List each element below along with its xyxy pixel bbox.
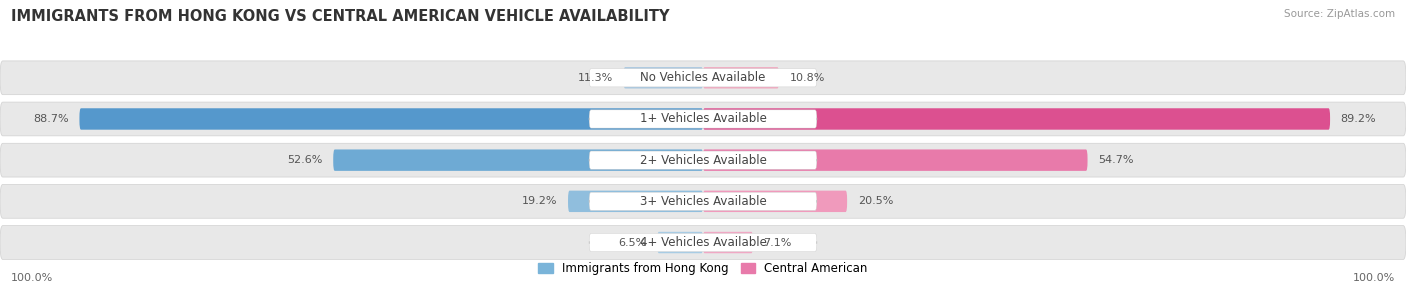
Text: 88.7%: 88.7% [34,114,69,124]
FancyBboxPatch shape [703,232,754,253]
Text: No Vehicles Available: No Vehicles Available [640,71,766,84]
FancyBboxPatch shape [703,191,846,212]
FancyBboxPatch shape [657,232,703,253]
Text: 54.7%: 54.7% [1098,155,1133,165]
Text: 7.1%: 7.1% [763,238,792,247]
Text: IMMIGRANTS FROM HONG KONG VS CENTRAL AMERICAN VEHICLE AVAILABILITY: IMMIGRANTS FROM HONG KONG VS CENTRAL AME… [11,9,669,23]
FancyBboxPatch shape [589,110,817,128]
FancyBboxPatch shape [703,150,1088,171]
FancyBboxPatch shape [589,69,817,87]
Text: 11.3%: 11.3% [578,73,613,83]
FancyBboxPatch shape [703,67,779,88]
Text: 89.2%: 89.2% [1341,114,1376,124]
FancyBboxPatch shape [0,184,1406,218]
FancyBboxPatch shape [79,108,703,130]
Text: 1+ Vehicles Available: 1+ Vehicles Available [640,112,766,126]
FancyBboxPatch shape [589,233,817,252]
FancyBboxPatch shape [589,151,817,169]
FancyBboxPatch shape [0,143,1406,177]
FancyBboxPatch shape [0,102,1406,136]
FancyBboxPatch shape [0,61,1406,95]
Text: Source: ZipAtlas.com: Source: ZipAtlas.com [1284,9,1395,19]
FancyBboxPatch shape [624,67,703,88]
FancyBboxPatch shape [333,150,703,171]
Text: 3+ Vehicles Available: 3+ Vehicles Available [640,195,766,208]
FancyBboxPatch shape [589,192,817,210]
Text: 20.5%: 20.5% [858,196,893,206]
Text: 4+ Vehicles Available: 4+ Vehicles Available [640,236,766,249]
Text: 19.2%: 19.2% [522,196,558,206]
Text: 100.0%: 100.0% [11,273,53,283]
FancyBboxPatch shape [703,108,1330,130]
FancyBboxPatch shape [0,226,1406,259]
Legend: Immigrants from Hong Kong, Central American: Immigrants from Hong Kong, Central Ameri… [534,258,872,280]
Text: 10.8%: 10.8% [790,73,825,83]
Text: 100.0%: 100.0% [1353,273,1395,283]
Text: 6.5%: 6.5% [619,238,647,247]
FancyBboxPatch shape [568,191,703,212]
Text: 2+ Vehicles Available: 2+ Vehicles Available [640,154,766,167]
Text: 52.6%: 52.6% [287,155,322,165]
